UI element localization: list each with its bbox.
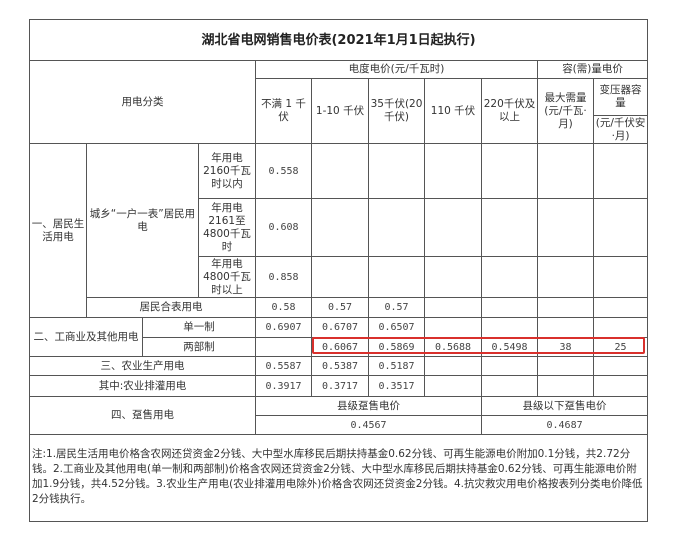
- empty-cell: [481, 375, 538, 397]
- transformer-unit: (元/千伏安·月): [592, 115, 649, 144]
- price-cell: 0.5587: [255, 356, 312, 376]
- empty-cell: [481, 143, 538, 199]
- price-cell: 0.5387: [311, 356, 369, 376]
- empty-cell: [481, 256, 538, 298]
- below-county-wholesale-value: 0.4687: [480, 415, 649, 435]
- empty-cell: [311, 143, 369, 199]
- empty-cell: [537, 143, 594, 199]
- tier-value: 0.608: [255, 198, 312, 257]
- transformer-header: 变压器容量: [592, 78, 649, 116]
- empty-cell: [592, 198, 649, 257]
- voltage-header: 220千伏及以上: [481, 78, 538, 144]
- wholesale-label: 四、趸售用电: [29, 396, 256, 435]
- price-cell: 0.57: [311, 297, 369, 318]
- empty-cell: [537, 198, 594, 257]
- empty-cell: [592, 375, 649, 397]
- commercial-label: 二、工商业及其他用电: [29, 317, 143, 357]
- empty-cell: [368, 256, 425, 298]
- two-part-label: 两部制: [142, 337, 256, 357]
- price-cell: 0.5187: [368, 356, 425, 376]
- empty-cell: [311, 198, 369, 257]
- tier-value: 0.858: [255, 256, 312, 298]
- empty-cell: [424, 256, 482, 298]
- empty-cell: [424, 297, 482, 318]
- empty-cell: [255, 337, 312, 357]
- empty-cell: [424, 375, 482, 397]
- footnote: 注:1.居民生活用电价格含农网还贷资金2分钱、大中型水库移民后期扶持基金0.62…: [28, 434, 649, 522]
- table-title: 湖北省电网销售电价表(2021年1月1日起执行): [28, 19, 649, 61]
- empty-cell: [537, 297, 594, 318]
- empty-cell: [592, 143, 649, 199]
- empty-cell: [592, 317, 649, 338]
- price-cell: 0.6707: [311, 317, 369, 338]
- price-cell: 0.6507: [368, 317, 425, 338]
- below-county-wholesale-label: 县级以下趸售电价: [480, 396, 649, 416]
- price-cell: 0.57: [368, 297, 425, 318]
- empty-cell: [481, 317, 538, 338]
- highlight-box: [312, 337, 645, 354]
- empty-cell: [311, 256, 369, 298]
- tier-label: 年用电2160千瓦时以内: [198, 143, 256, 199]
- agriculture-label: 三、农业生产用电: [29, 356, 256, 376]
- empty-cell: [424, 356, 482, 376]
- energy-price-header: 电度电价(元/千瓦时): [255, 60, 538, 79]
- voltage-header: 35千伏(20千伏): [368, 78, 425, 144]
- empty-cell: [537, 356, 594, 376]
- empty-cell: [481, 356, 538, 376]
- empty-cell: [424, 198, 482, 257]
- electricity-price-table: 湖北省电网销售电价表(2021年1月1日起执行) 用电分类 电度电价(元/千瓦时…: [28, 19, 649, 522]
- empty-cell: [537, 256, 594, 298]
- county-wholesale-value: 0.4567: [255, 415, 482, 435]
- voltage-header: 1-10 千伏: [311, 78, 369, 144]
- price-cell: 0.6907: [255, 317, 312, 338]
- county-wholesale-label: 县级趸售电价: [255, 396, 482, 416]
- price-cell: 0.3517: [368, 375, 425, 397]
- empty-cell: [537, 317, 594, 338]
- empty-cell: [537, 375, 594, 397]
- combined-label: 居民合表用电: [86, 297, 256, 318]
- capacity-price-header: 容(需)量电价: [536, 60, 649, 79]
- empty-cell: [424, 143, 482, 199]
- price-cell: 0.58: [255, 297, 312, 318]
- empty-cell: [592, 356, 649, 376]
- empty-cell: [481, 297, 538, 318]
- single-label: 单一制: [142, 317, 256, 338]
- residential-sub-label: 城乡“一户一表”居民用电: [86, 143, 199, 298]
- empty-cell: [368, 198, 425, 257]
- empty-cell: [368, 143, 425, 199]
- max-demand-header: 最大需量(元/千瓦·月): [537, 78, 594, 144]
- irrigation-label: 其中:农业排灌用电: [29, 375, 256, 397]
- tier-value: 0.558: [255, 143, 312, 199]
- category-header: 用电分类: [29, 60, 256, 144]
- empty-cell: [592, 256, 649, 298]
- empty-cell: [481, 198, 538, 257]
- voltage-header: 110 千伏: [424, 78, 482, 144]
- empty-cell: [424, 317, 482, 338]
- residential-label: 一、居民生活用电: [29, 143, 87, 318]
- voltage-header: 不满 1 千伏: [255, 78, 312, 144]
- tier-label: 年用电2161至4800千瓦时: [198, 198, 256, 257]
- price-cell: 0.3717: [311, 375, 369, 397]
- empty-cell: [592, 297, 649, 318]
- price-cell: 0.3917: [255, 375, 312, 397]
- tier-label: 年用电4800千瓦时以上: [198, 256, 256, 298]
